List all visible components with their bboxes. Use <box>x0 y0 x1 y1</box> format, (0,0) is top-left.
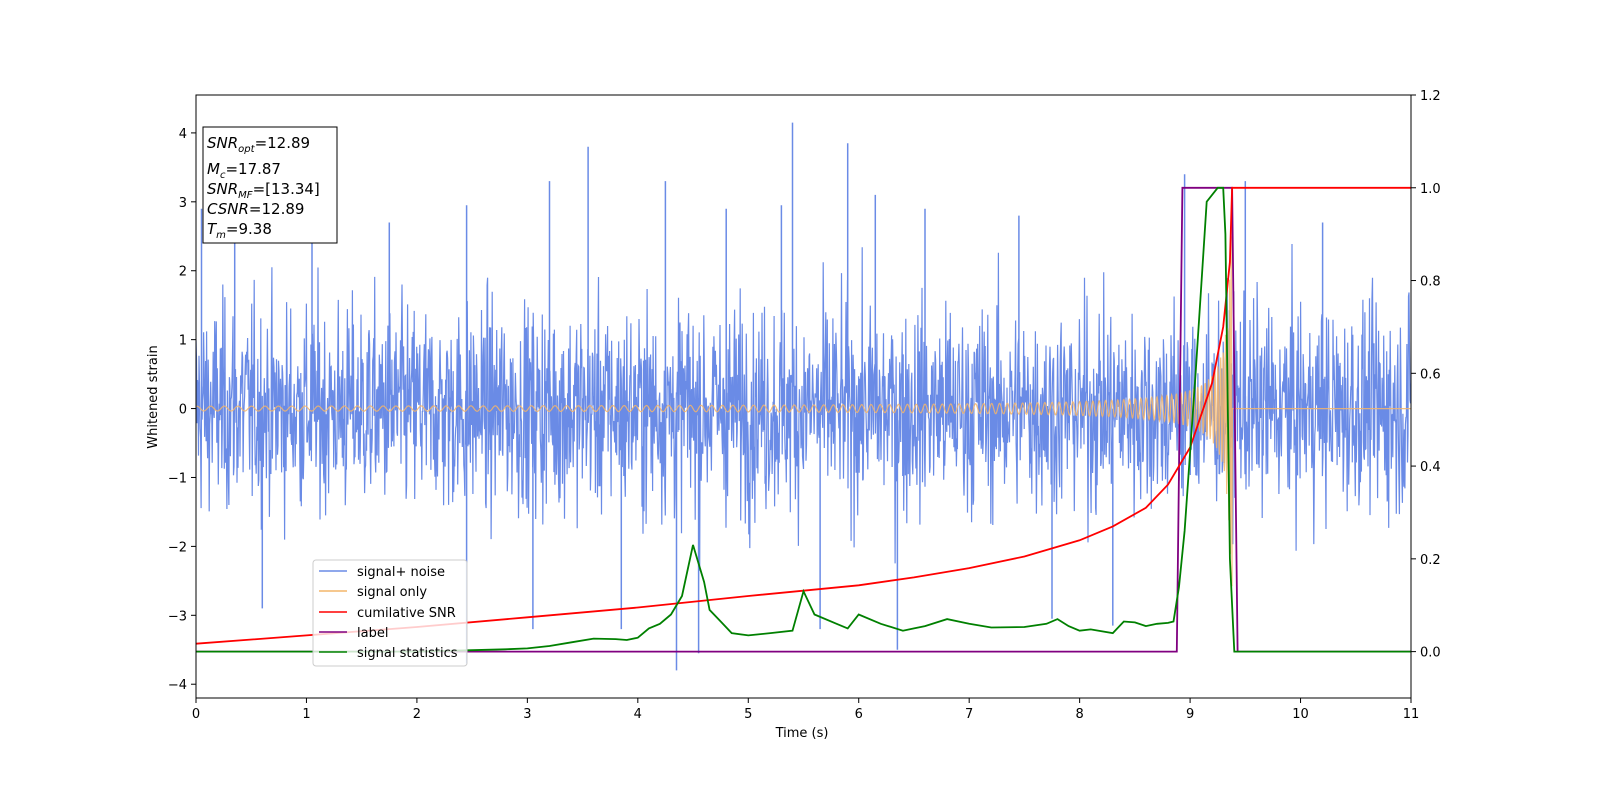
x-tick-label: 3 <box>523 707 531 722</box>
y-tick-label: 3 <box>179 196 187 211</box>
y-tick-label: −4 <box>168 678 187 693</box>
y-tick-label: −3 <box>168 609 187 624</box>
legend-item-cumsnr: cumilative SNR <box>319 606 456 621</box>
info-line-chirp-mass: Mc=17.87 <box>207 160 281 181</box>
svg-text:cumilative SNR: cumilative SNR <box>357 606 456 621</box>
y-axis-left: −4 −3 −2 −1 0 1 2 3 4 <box>168 127 196 693</box>
y2-tick-label: 0.8 <box>1420 275 1441 290</box>
legend-item-label: label <box>319 626 388 641</box>
y-tick-label: 2 <box>179 265 187 280</box>
svg-text:signal only: signal only <box>357 585 427 600</box>
series-noise <box>196 243 1411 571</box>
y-tick-label: 4 <box>179 127 187 142</box>
info-line-snr-opt: SNRopt=12.89 <box>207 134 310 155</box>
x-tick-label: 11 <box>1403 707 1420 722</box>
x-tick-label: 8 <box>1075 707 1083 722</box>
x-tick-label: 0 <box>192 707 200 722</box>
y-axis-label: Whitened strain <box>146 345 161 448</box>
svg-text:signal+ noise: signal+ noise <box>357 565 445 580</box>
info-line-merger-time: Tm=9.38 <box>207 220 272 241</box>
info-line-snr-mf: SNRMF=[13.34] <box>207 180 320 201</box>
y2-tick-label: 0.6 <box>1420 367 1441 382</box>
x-tick-label: 2 <box>413 707 421 722</box>
x-tick-label: 7 <box>965 707 973 722</box>
y2-tick-label: 0.4 <box>1420 460 1441 475</box>
y2-tick-label: 0.2 <box>1420 553 1441 568</box>
svg-text:label: label <box>357 626 388 641</box>
y2-tick-label: 1.0 <box>1420 182 1441 197</box>
svg-text:signal statistics: signal statistics <box>357 646 458 661</box>
legend: signal+ noise signal only cumilative SNR… <box>312 559 468 667</box>
info-box: SNRopt=12.89 Mc=17.87 SNRMF=[13.34] CSNR… <box>202 126 338 244</box>
series-stats <box>196 186 1411 653</box>
legend-item-signal: signal only <box>319 585 427 600</box>
series-noise-spikes <box>200 122 1324 671</box>
series-cumsnr <box>196 186 1411 645</box>
y-axis-right: 0.0 0.2 0.4 0.6 0.8 1.0 1.2 <box>1411 89 1441 661</box>
legend-item-stats: signal statistics <box>319 646 458 661</box>
plot-frame <box>195 94 1412 699</box>
x-tick-label: 4 <box>634 707 642 722</box>
y-tick-label: 0 <box>179 403 187 418</box>
info-line-csnr: CSNR=12.89 <box>207 200 304 218</box>
y-tick-label: 1 <box>179 334 187 349</box>
x-axis: 0 1 2 3 4 5 6 7 8 9 10 11 <box>192 698 1419 722</box>
y-tick-label: −1 <box>168 471 187 486</box>
x-tick-label: 10 <box>1292 707 1309 722</box>
x-tick-label: 1 <box>302 707 310 722</box>
y2-tick-label: 1.2 <box>1420 89 1441 104</box>
x-tick-label: 9 <box>1186 707 1194 722</box>
x-axis-label: Time (s) <box>775 726 829 741</box>
series-layer <box>196 122 1411 671</box>
series-signal <box>196 236 1411 587</box>
y2-tick-label: 0.0 <box>1420 646 1441 661</box>
x-tick-label: 6 <box>855 707 863 722</box>
y-tick-label: −2 <box>168 540 187 555</box>
x-tick-label: 5 <box>744 707 752 722</box>
legend-item-noise: signal+ noise <box>319 565 445 580</box>
